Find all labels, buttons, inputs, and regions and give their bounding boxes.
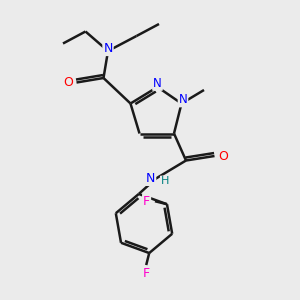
Text: N: N <box>146 172 155 185</box>
Text: F: F <box>142 267 150 280</box>
Text: N: N <box>103 42 113 55</box>
Text: O: O <box>218 149 228 163</box>
Text: F: F <box>143 195 150 208</box>
Text: O: O <box>63 76 73 89</box>
Text: N: N <box>178 93 188 106</box>
Text: H: H <box>161 176 169 187</box>
Text: N: N <box>153 77 162 90</box>
